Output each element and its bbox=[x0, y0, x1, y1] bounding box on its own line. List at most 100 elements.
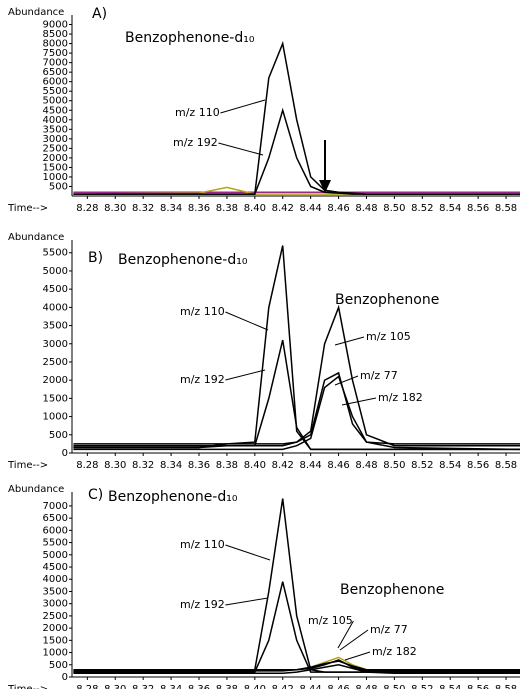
x-tick-label: 8.50 bbox=[383, 460, 405, 471]
y-tick-label: 500 bbox=[49, 181, 68, 192]
y-tick-label: 0 bbox=[62, 448, 68, 459]
panel-label: A) bbox=[92, 6, 107, 22]
leader-line bbox=[334, 375, 359, 386]
leader-line bbox=[225, 369, 266, 381]
y-tick-label: 2500 bbox=[43, 611, 68, 622]
series-line bbox=[73, 664, 520, 675]
leader-line bbox=[220, 99, 266, 114]
x-tick-label: 8.46 bbox=[327, 460, 349, 471]
y-tick-label: 5000 bbox=[43, 96, 68, 107]
series-label: m/z 77 bbox=[370, 623, 408, 636]
x-tick-label: 8.52 bbox=[411, 460, 433, 471]
y-tick-label: 3500 bbox=[43, 321, 68, 332]
x-tick-label: 8.32 bbox=[132, 684, 154, 689]
y-tick-label: 7500 bbox=[43, 48, 68, 59]
x-tick-label: 8.56 bbox=[467, 460, 489, 471]
y-tick-label: 5000 bbox=[43, 266, 68, 277]
x-tick-label: 8.54 bbox=[439, 203, 461, 214]
series-label: m/z 105 bbox=[308, 614, 353, 627]
leader-line bbox=[225, 311, 269, 331]
x-tick-label: 8.38 bbox=[216, 203, 238, 214]
x-tick-label: 8.48 bbox=[355, 203, 377, 214]
x-tick-label: 8.30 bbox=[104, 203, 126, 214]
y-tick-label: 5500 bbox=[43, 248, 68, 259]
series-label: m/z 182 bbox=[372, 645, 417, 658]
leader-line bbox=[337, 620, 354, 649]
x-tick-label: 8.44 bbox=[300, 203, 322, 214]
annotation: Benzophenone-d₁₀ bbox=[108, 489, 238, 505]
series-line bbox=[73, 107, 520, 195]
series-line bbox=[73, 186, 520, 195]
series-line bbox=[73, 40, 520, 195]
leader-line bbox=[225, 597, 269, 606]
panel-label: B) bbox=[88, 250, 103, 266]
y-tick-label: 8500 bbox=[43, 29, 68, 40]
y-tick-label: 2000 bbox=[43, 623, 68, 634]
series-label: m/z 182 bbox=[378, 391, 423, 404]
series-line bbox=[73, 581, 520, 673]
series-line bbox=[73, 498, 520, 673]
x-tick-label: 8.54 bbox=[439, 460, 461, 471]
leader-line bbox=[344, 651, 371, 661]
x-tick-label: 8.36 bbox=[188, 203, 210, 214]
x-tick-label: 8.52 bbox=[411, 203, 433, 214]
y-tick-label: 4500 bbox=[43, 105, 68, 116]
y-tick-label: 1500 bbox=[43, 635, 68, 646]
y-tick-label: 5000 bbox=[43, 550, 68, 561]
series-line bbox=[73, 245, 520, 451]
x-tick-label: 8.36 bbox=[188, 460, 210, 471]
leader-line bbox=[218, 142, 264, 156]
y-tick-label: 3000 bbox=[43, 339, 68, 350]
y-tick-label: 3500 bbox=[43, 586, 68, 597]
x-tick-label: 8.32 bbox=[132, 460, 154, 471]
x-tick-label: 8.34 bbox=[160, 203, 182, 214]
x-tick-label: 8.34 bbox=[160, 460, 182, 471]
leader-line bbox=[225, 544, 271, 561]
x-axis-label: Time--> bbox=[7, 460, 48, 471]
leader-line bbox=[339, 629, 369, 651]
y-tick-label: 5500 bbox=[43, 538, 68, 549]
y-tick-label: 2000 bbox=[43, 153, 68, 164]
y-tick-label: 0 bbox=[62, 672, 68, 683]
y-axis-label: Abundance bbox=[8, 7, 64, 18]
series-line bbox=[73, 339, 520, 451]
y-tick-label: 6500 bbox=[43, 67, 68, 78]
panel-label: C) bbox=[88, 487, 103, 503]
x-tick-label: 8.50 bbox=[383, 684, 405, 689]
y-tick-label: 3500 bbox=[43, 124, 68, 135]
leader-line bbox=[334, 336, 365, 346]
x-tick-label: 8.40 bbox=[244, 460, 266, 471]
x-tick-label: 8.48 bbox=[355, 460, 377, 471]
x-tick-label: 8.28 bbox=[76, 460, 98, 471]
x-tick-label: 8.28 bbox=[76, 203, 98, 214]
y-tick-label: 1500 bbox=[43, 162, 68, 173]
series-label: m/z 77 bbox=[360, 369, 398, 382]
x-tick-label: 8.44 bbox=[300, 684, 322, 689]
y-tick-label: 8000 bbox=[43, 39, 68, 50]
x-tick-label: 8.32 bbox=[132, 203, 154, 214]
y-axis-label: Abundance bbox=[8, 232, 64, 243]
annotation: Benzophenone bbox=[335, 292, 439, 308]
annotation: Benzophenone-d₁₀ bbox=[118, 252, 248, 268]
x-tick-label: 8.56 bbox=[467, 203, 489, 214]
x-tick-label: 8.38 bbox=[216, 460, 238, 471]
x-tick-label: 8.42 bbox=[272, 684, 294, 689]
series-label: m/z 192 bbox=[173, 136, 218, 149]
x-tick-label: 8.54 bbox=[439, 684, 461, 689]
x-tick-label: 8.28 bbox=[76, 684, 98, 689]
y-tick-label: 4000 bbox=[43, 302, 68, 313]
x-tick-label: 8.42 bbox=[272, 203, 294, 214]
x-tick-label: 8.38 bbox=[216, 684, 238, 689]
series-label: m/z 192 bbox=[180, 598, 225, 611]
series-label: m/z 192 bbox=[180, 373, 225, 386]
x-tick-label: 8.40 bbox=[244, 684, 266, 689]
leader-line bbox=[341, 397, 377, 406]
x-tick-label: 8.36 bbox=[188, 684, 210, 689]
series-line bbox=[73, 304, 520, 447]
x-tick-label: 8.46 bbox=[327, 203, 349, 214]
panel: Abundance Time--> A) 5001000150020002500300… bbox=[7, 6, 520, 214]
series-line bbox=[73, 660, 520, 671]
y-tick-label: 2000 bbox=[43, 375, 68, 386]
x-tick-label: 8.30 bbox=[104, 460, 126, 471]
series-label: m/z 110 bbox=[180, 305, 225, 318]
